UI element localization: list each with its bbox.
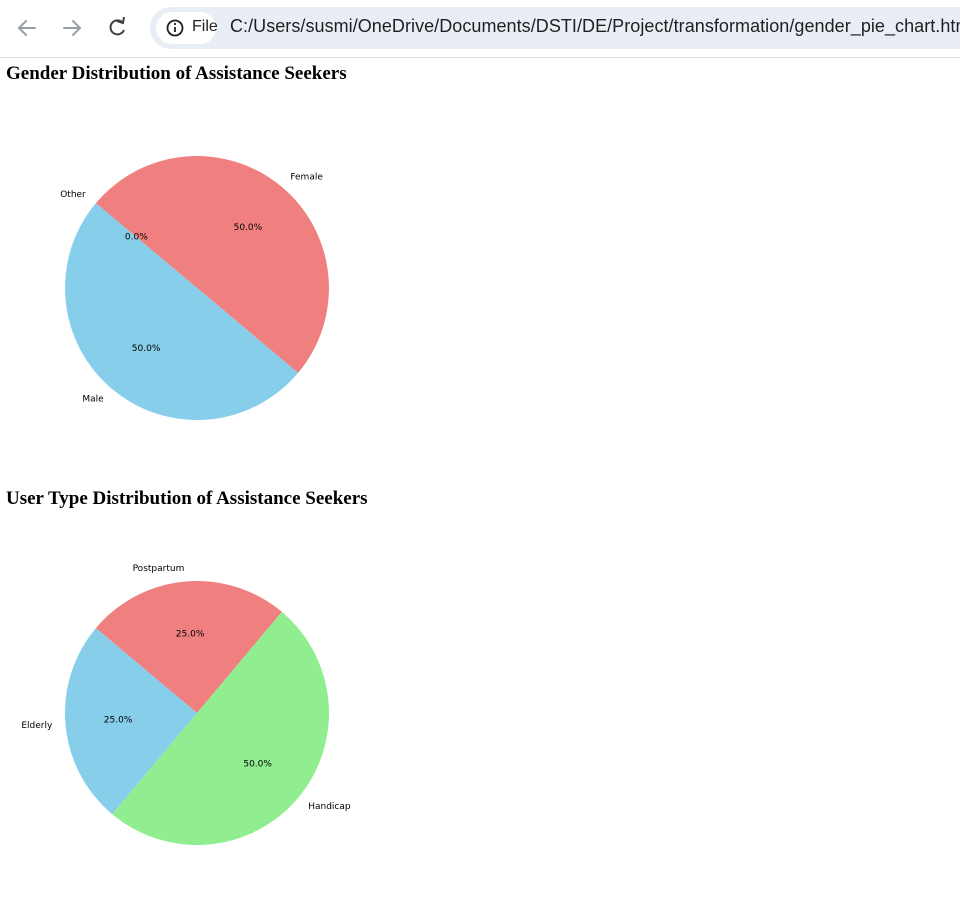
back-button[interactable] — [17, 20, 36, 36]
slice-label: Elderly — [21, 721, 53, 731]
pie-chart: Postpartum 25.0% Handicap 50.0% Elderly 25.0% — [21, 564, 351, 845]
slice-label: Other — [60, 190, 86, 200]
info-icon — [166, 19, 184, 37]
slice-label: Male — [82, 395, 104, 405]
percent-label: 50.0% — [243, 759, 272, 769]
slice-label: Postpartum — [133, 564, 185, 574]
nav-buttons — [17, 16, 125, 36]
pie-wedge — [112, 611, 329, 845]
pie-wedge — [65, 203, 299, 420]
pie-chart: Female 50.0% Male 50.0% Other 0.0% — [60, 156, 329, 420]
forward-button[interactable] — [63, 20, 82, 36]
slice-label: Female — [290, 172, 323, 182]
chart-heading: Gender Distribution of Assistance Seeker… — [6, 63, 347, 84]
chart-heading: User Type Distribution of Assistance See… — [6, 488, 368, 509]
address-bar[interactable]: File C:/Users/susmi/OneDrive/Documents/D… — [150, 7, 960, 49]
site-info-chip[interactable]: File — [156, 12, 218, 44]
pie-wedge — [95, 581, 282, 713]
url: C:/Users/susmi/OneDrive/Documents/DSTI/D… — [230, 16, 960, 36]
percent-label: 50.0% — [234, 223, 263, 233]
percent-label: 25.0% — [176, 630, 205, 640]
percent-label: 50.0% — [132, 344, 161, 354]
file-label: File — [192, 18, 218, 35]
pie-wedge — [95, 156, 329, 373]
percent-label: 0.0% — [125, 233, 148, 243]
percent-label: 25.0% — [104, 715, 133, 725]
reload-button[interactable] — [109, 16, 125, 36]
pie-wedge — [65, 628, 197, 815]
slice-label: Handicap — [308, 802, 351, 812]
browser-toolbar: File C:/Users/susmi/OneDrive/Documents/D… — [0, 0, 960, 58]
